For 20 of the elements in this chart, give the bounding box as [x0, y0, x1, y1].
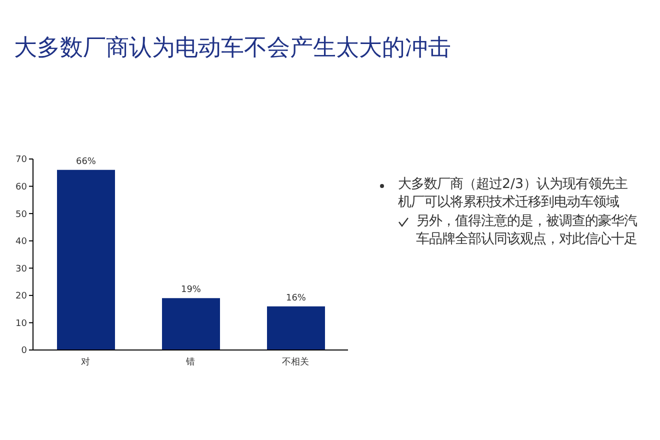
data-label: 16% [286, 293, 306, 304]
y-tick-label: 0 [21, 346, 28, 356]
y-tick-label: 50 [16, 210, 28, 220]
bar [57, 170, 115, 350]
y-tick-label: 30 [16, 264, 28, 274]
y-tick-label: 40 [16, 237, 28, 248]
y-tick-label: 20 [16, 292, 28, 302]
text: 大多数厂商（超过2/3）认为现有领先主机厂可以将累积技术迁移到电动车领域 [398, 177, 628, 210]
y-tick-label: 10 [16, 318, 28, 329]
y-tick-label: 60 [16, 182, 28, 192]
bar [267, 306, 325, 350]
x-tick-label: 不相关 [282, 356, 309, 368]
data-label: 19% [180, 285, 202, 296]
y-tick-label: 70 [16, 155, 28, 166]
x-tick-label: 错 [185, 356, 195, 368]
text: 另外，值得注意的是，被调查的豪华汽车品牌全部认同该观点，对此信心十足 [416, 214, 637, 247]
data-label: 66% [76, 156, 96, 167]
bar [162, 298, 220, 350]
chart-title: 大多数厂商认为电动车不会产生太大的冲击 [14, 34, 451, 63]
x-tick-label: 对 [81, 356, 90, 368]
